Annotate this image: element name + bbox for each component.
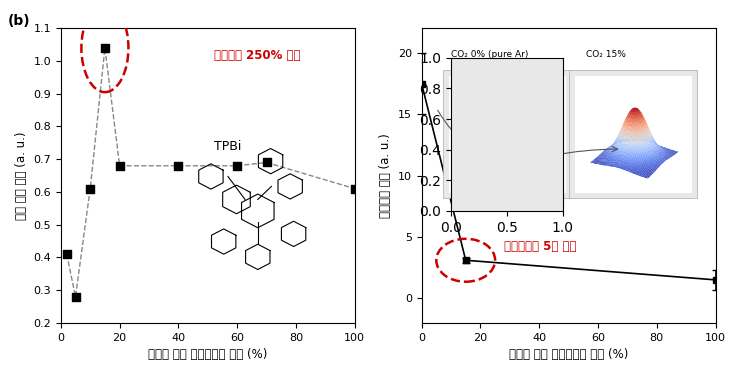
Text: CO₂ 0% (pure Ar): CO₂ 0% (pure Ar) [451,50,528,59]
Text: (b): (b) [8,13,30,28]
Point [61,251,73,257]
Point [349,186,360,192]
Text: TPBi: TPBi [214,140,241,153]
Point [114,163,126,169]
Point [99,45,111,51]
Point [84,186,96,192]
Point [172,163,184,169]
Text: 분석감도 250% 증가: 분석감도 250% 증가 [214,49,300,62]
Text: 가공정밀도 5배 증가: 가공정밀도 5배 증가 [504,240,576,254]
X-axis label: 아르콘 대비 이산화탄소 비율 (%): 아르콘 대비 이산화탄소 비율 (%) [509,348,628,361]
X-axis label: 아르콘 대비 이산화탄소 비율 (%): 아르콘 대비 이산화탄소 비율 (%) [148,348,267,361]
Point [260,159,272,165]
Point [232,163,243,169]
Y-axis label: 스퍼터링 수율 (a. u.): 스퍼터링 수율 (a. u.) [379,133,392,218]
Point [70,294,81,300]
Y-axis label: 이차 이온 수율 (a. u.): 이차 이온 수율 (a. u.) [15,131,28,220]
Text: CO₂ 15%: CO₂ 15% [586,50,626,59]
